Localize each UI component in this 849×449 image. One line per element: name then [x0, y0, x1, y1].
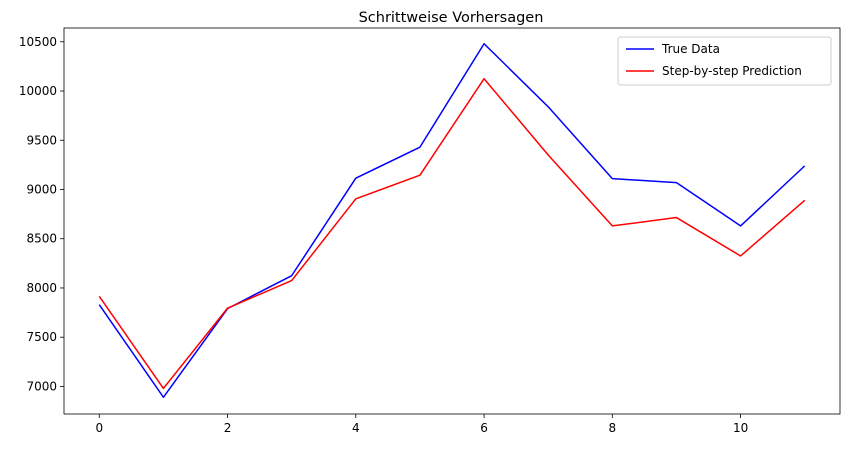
x-tick-label: 8 — [609, 421, 617, 435]
y-tick-label: 7000 — [26, 379, 57, 393]
plot-frame — [63, 27, 841, 415]
y-tick-label: 10000 — [19, 84, 57, 98]
y-tick-label: 8000 — [26, 281, 57, 295]
x-tick-label: 10 — [733, 421, 748, 435]
series-line-0 — [98, 43, 806, 399]
y-tick-label: 9500 — [26, 133, 57, 147]
x-tick-label: 0 — [95, 421, 103, 435]
y-tick-label: 8500 — [26, 232, 57, 246]
y-axis: 7000 7500 8000 8500 9000 9500 10000 10500 — [19, 35, 64, 393]
legend-label-1: Step-by-step Prediction — [662, 64, 802, 78]
x-axis: 0 2 4 6 8 10 — [95, 414, 748, 435]
legend-box — [617, 36, 832, 86]
series-line-1 — [98, 77, 806, 390]
legend-label-0: True Data — [661, 42, 720, 56]
chart-title: Schrittweise Vorhersagen — [359, 10, 544, 26]
x-tick-label: 2 — [224, 421, 232, 435]
x-tick-label: 4 — [352, 421, 360, 435]
x-tick-label: 6 — [480, 421, 488, 435]
y-tick-label: 10500 — [19, 35, 57, 49]
plot-lines — [98, 43, 806, 399]
y-tick-label: 9000 — [26, 182, 57, 196]
y-tick-label: 7500 — [26, 330, 57, 344]
legend: True Data Step-by-step Prediction — [617, 36, 832, 86]
